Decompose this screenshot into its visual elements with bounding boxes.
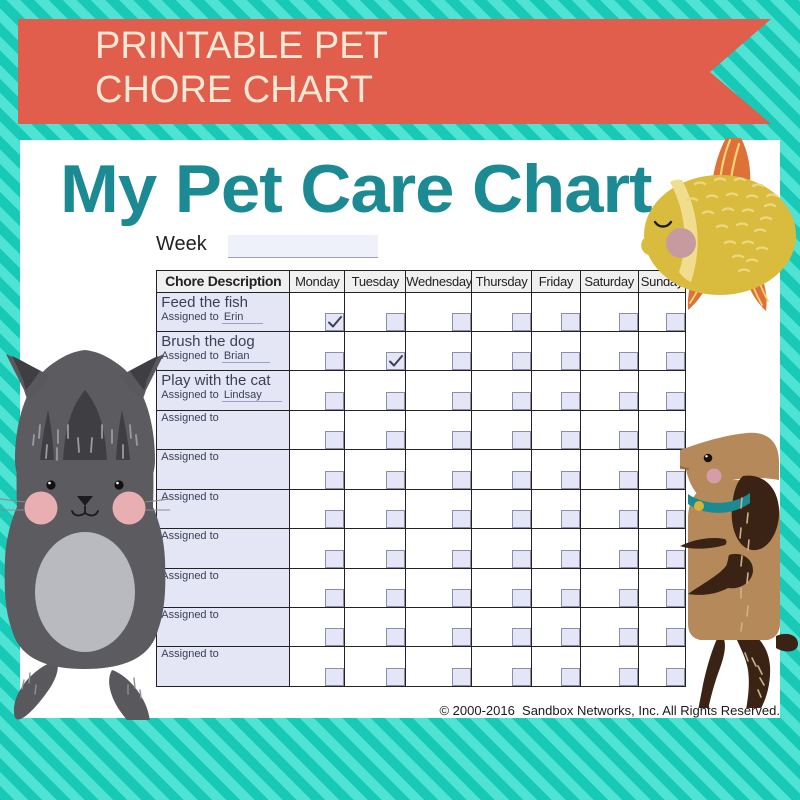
svg-text:PRINTABLE PET: PRINTABLE PET	[95, 25, 388, 67]
svg-text:CHORE CHART: CHORE CHART	[95, 69, 373, 111]
